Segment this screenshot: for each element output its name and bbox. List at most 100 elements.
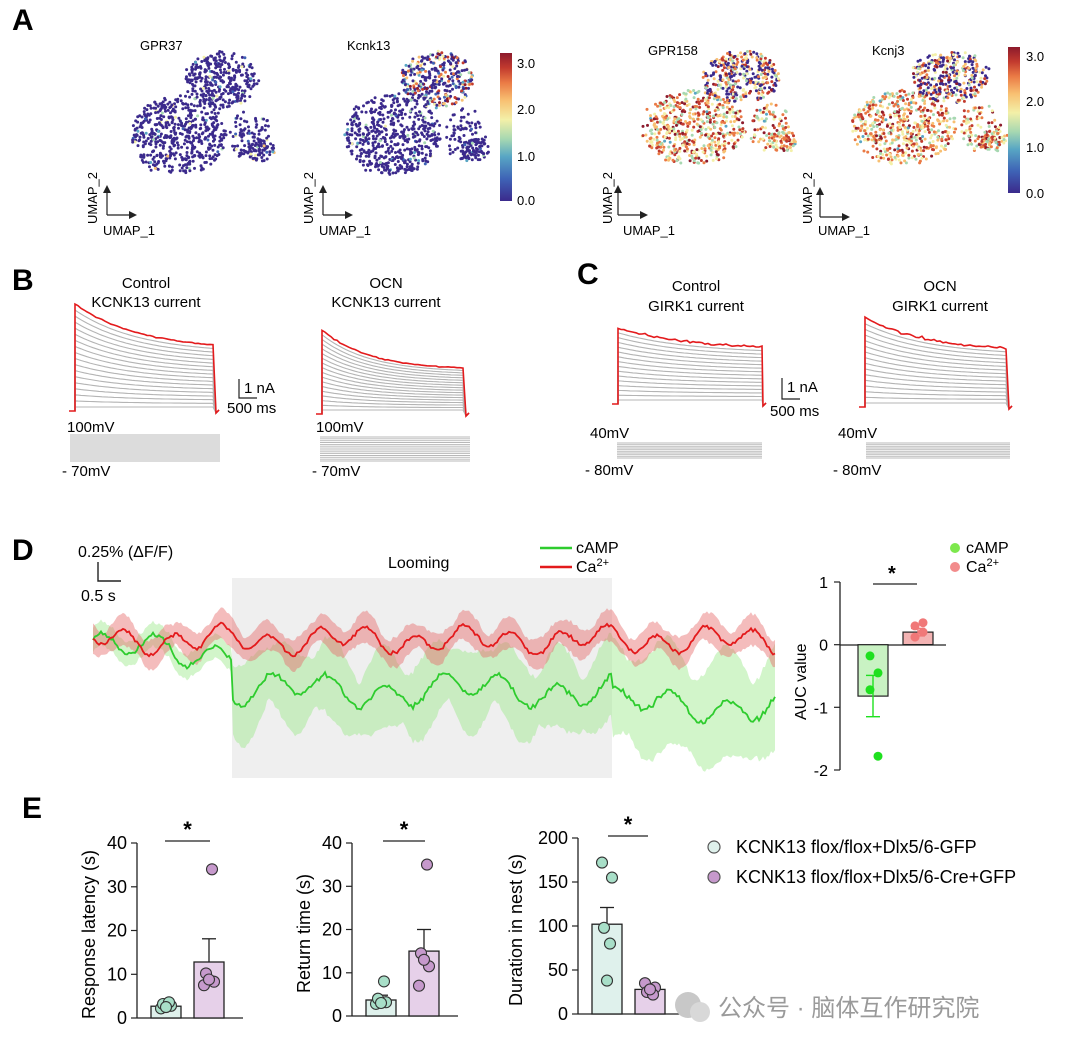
umap-cell [871, 103, 875, 107]
umap-cell [751, 119, 755, 123]
umap-cell [935, 83, 938, 87]
umap-cell [195, 92, 199, 96]
current-trace-step [69, 369, 220, 415]
umap-cell [652, 117, 656, 121]
umap-cell [171, 118, 175, 122]
umap-cell [687, 138, 691, 142]
umap-cell [997, 126, 1001, 129]
umap-cell [720, 57, 724, 61]
umap-cell [454, 101, 458, 104]
umap-cell [881, 95, 885, 98]
umap-cell [357, 106, 361, 110]
umap-cell [243, 94, 247, 98]
umap-cell [176, 97, 180, 101]
umap-cell [734, 92, 738, 96]
umap-cell [411, 79, 415, 83]
umap-cell [656, 120, 659, 124]
umap-cell [418, 70, 422, 74]
umap-cell [141, 145, 145, 149]
umap-cell [705, 159, 709, 163]
umap-cell [466, 154, 470, 158]
umap-cell [247, 77, 251, 81]
umap-cell [872, 125, 876, 129]
umap-cell [350, 122, 354, 126]
umap-cell [131, 140, 135, 144]
umap-cell [191, 62, 195, 66]
umap-cell [853, 138, 857, 142]
current-trace-max [859, 315, 1013, 411]
umap-cell [433, 75, 437, 79]
data-point [417, 953, 431, 966]
umap-cell [250, 131, 254, 135]
umap-cell [185, 146, 189, 150]
umap-cell [998, 136, 1002, 139]
umap-cell [412, 127, 416, 131]
umap-cell [474, 143, 478, 147]
umap-cell [717, 140, 721, 144]
umap-cell [871, 121, 875, 125]
umap-cell [944, 112, 948, 115]
umap-cell [371, 134, 375, 138]
umap-cell [236, 66, 240, 69]
umap-cell [177, 116, 181, 120]
umap-cell [470, 141, 474, 145]
umap-cell [144, 131, 148, 135]
umap-cell [935, 145, 938, 149]
umap-cell [708, 118, 712, 122]
umap-cell [946, 134, 950, 138]
umap-cell [467, 71, 471, 75]
umap-cell [252, 82, 256, 86]
umap-cell [1002, 141, 1006, 145]
trace-title: GIRK1 current [892, 298, 989, 315]
umap-cell [170, 139, 174, 143]
umap-cell [200, 142, 204, 145]
umap-cell [930, 87, 934, 91]
umap-cell [768, 86, 771, 90]
umap-cell [385, 133, 388, 137]
umap-cell [879, 156, 883, 160]
umap-cell [353, 131, 357, 135]
legend-camp-label: cAMP [966, 540, 1009, 557]
umap-cell [361, 159, 365, 163]
data-point [873, 668, 883, 678]
umap-cell [967, 83, 971, 87]
umap-cell [725, 92, 729, 96]
umap-cell [228, 89, 232, 93]
umap-cell [138, 138, 142, 142]
umap-cell [709, 145, 713, 149]
umap-cell [725, 96, 729, 100]
y-tick-label: 10 [107, 964, 127, 984]
umap-x-label: UMAP_1 [623, 223, 675, 238]
umap-cell [971, 66, 975, 70]
umap-cell [901, 123, 905, 127]
umap-cell [904, 135, 908, 139]
umap-cell [244, 149, 247, 153]
current-trace-step [612, 370, 767, 408]
current-trace-step [859, 374, 1013, 411]
umap-cell [766, 142, 770, 146]
umap-cell [250, 143, 254, 147]
umap-cell [969, 93, 972, 97]
umap-cell [366, 100, 370, 104]
umap-cell [252, 139, 256, 143]
umap-cell [672, 127, 676, 131]
umap-cell [191, 134, 195, 138]
umap-cell [948, 84, 952, 88]
umap-cell [864, 111, 868, 115]
umap-cell [943, 130, 947, 134]
umap-cell [171, 152, 175, 156]
umap-x-label: UMAP_1 [103, 223, 155, 238]
umap-cell [262, 117, 266, 121]
umap-cell [980, 106, 984, 110]
umap-cell [133, 140, 137, 144]
umap-cell [153, 123, 157, 127]
umap-cell [697, 100, 701, 104]
umap-cell [402, 130, 406, 134]
umap-cell [748, 81, 752, 85]
umap-cell [767, 136, 771, 140]
umap-cell [773, 132, 776, 136]
umap-cell [921, 63, 925, 67]
umap-y-label: UMAP_2 [85, 172, 100, 224]
umap-cell [387, 146, 391, 150]
umap-cell [178, 153, 182, 157]
